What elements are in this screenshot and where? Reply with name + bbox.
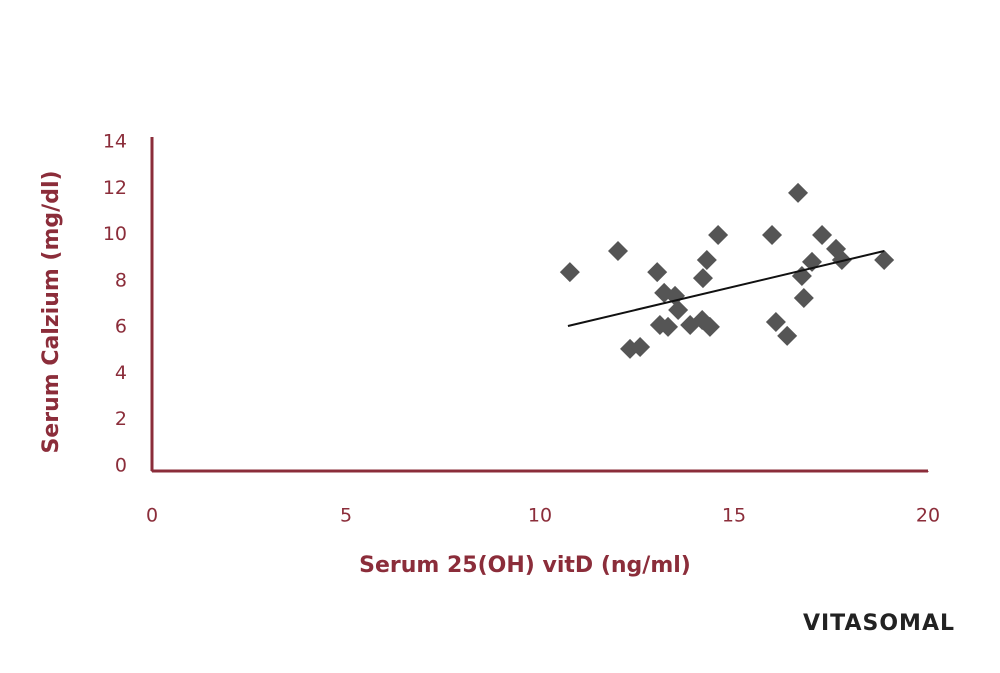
point	[874, 250, 895, 271]
y-tick-label: 6	[115, 316, 127, 338]
x-tick-label: 5	[340, 505, 352, 527]
point	[647, 262, 668, 283]
y-tick-label: 2	[115, 408, 127, 430]
point	[788, 182, 809, 203]
y-tick-label: 0	[115, 455, 127, 477]
point	[762, 225, 783, 246]
point	[793, 287, 814, 308]
point	[630, 337, 651, 358]
y-tick-label: 8	[115, 269, 127, 291]
y-tick-label: 12	[103, 177, 127, 199]
x-tick-label: 10	[528, 505, 552, 527]
point	[607, 241, 628, 262]
point	[699, 316, 720, 337]
y-tick-label: 10	[103, 223, 127, 245]
x-tick-label: 20	[916, 505, 940, 527]
point	[765, 312, 786, 333]
point	[668, 300, 689, 321]
point	[777, 325, 798, 346]
logo: VITASOMAL	[803, 611, 955, 636]
x-axis-title: Serum 25(OH) vitD (ng/ml)	[359, 553, 691, 578]
point	[696, 250, 717, 271]
point	[826, 238, 847, 259]
point	[658, 316, 679, 337]
y-axis-title: Serum Calzium (mg/dl)	[39, 170, 64, 453]
point	[812, 225, 833, 246]
x-tick-label: 0	[146, 505, 158, 527]
y-tick-label: 4	[115, 362, 127, 384]
point	[692, 268, 713, 289]
trendline	[567, 250, 885, 327]
point	[708, 225, 729, 246]
y-tick-label: 14	[103, 131, 127, 153]
point	[559, 262, 580, 283]
x-tick-label: 15	[722, 505, 746, 527]
